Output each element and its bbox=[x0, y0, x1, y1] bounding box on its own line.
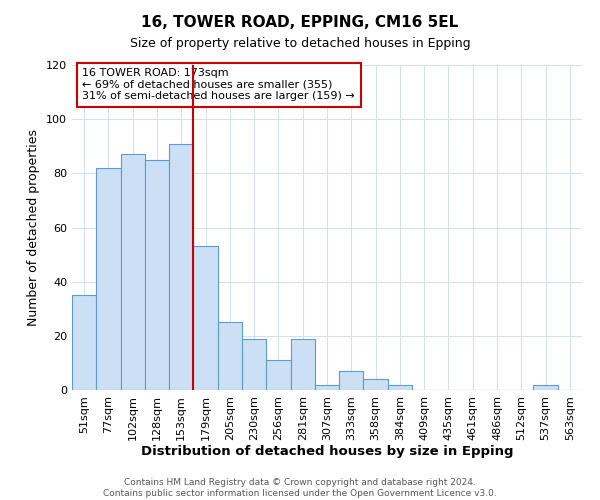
Text: 16, TOWER ROAD, EPPING, CM16 5EL: 16, TOWER ROAD, EPPING, CM16 5EL bbox=[142, 15, 458, 30]
Bar bbox=[218, 322, 242, 390]
Bar bbox=[96, 168, 121, 390]
Bar bbox=[266, 360, 290, 390]
Bar bbox=[388, 384, 412, 390]
Bar bbox=[315, 384, 339, 390]
Bar bbox=[193, 246, 218, 390]
Bar bbox=[145, 160, 169, 390]
Text: 16 TOWER ROAD: 173sqm
← 69% of detached houses are smaller (355)
31% of semi-det: 16 TOWER ROAD: 173sqm ← 69% of detached … bbox=[82, 68, 355, 102]
Bar bbox=[533, 384, 558, 390]
Text: Size of property relative to detached houses in Epping: Size of property relative to detached ho… bbox=[130, 38, 470, 51]
Y-axis label: Number of detached properties: Number of detached properties bbox=[28, 129, 40, 326]
Bar bbox=[121, 154, 145, 390]
Bar bbox=[169, 144, 193, 390]
Bar bbox=[290, 338, 315, 390]
Text: Contains HM Land Registry data © Crown copyright and database right 2024.
Contai: Contains HM Land Registry data © Crown c… bbox=[103, 478, 497, 498]
Bar bbox=[339, 371, 364, 390]
Bar bbox=[242, 338, 266, 390]
Bar bbox=[364, 379, 388, 390]
X-axis label: Distribution of detached houses by size in Epping: Distribution of detached houses by size … bbox=[141, 446, 513, 458]
Bar bbox=[72, 295, 96, 390]
